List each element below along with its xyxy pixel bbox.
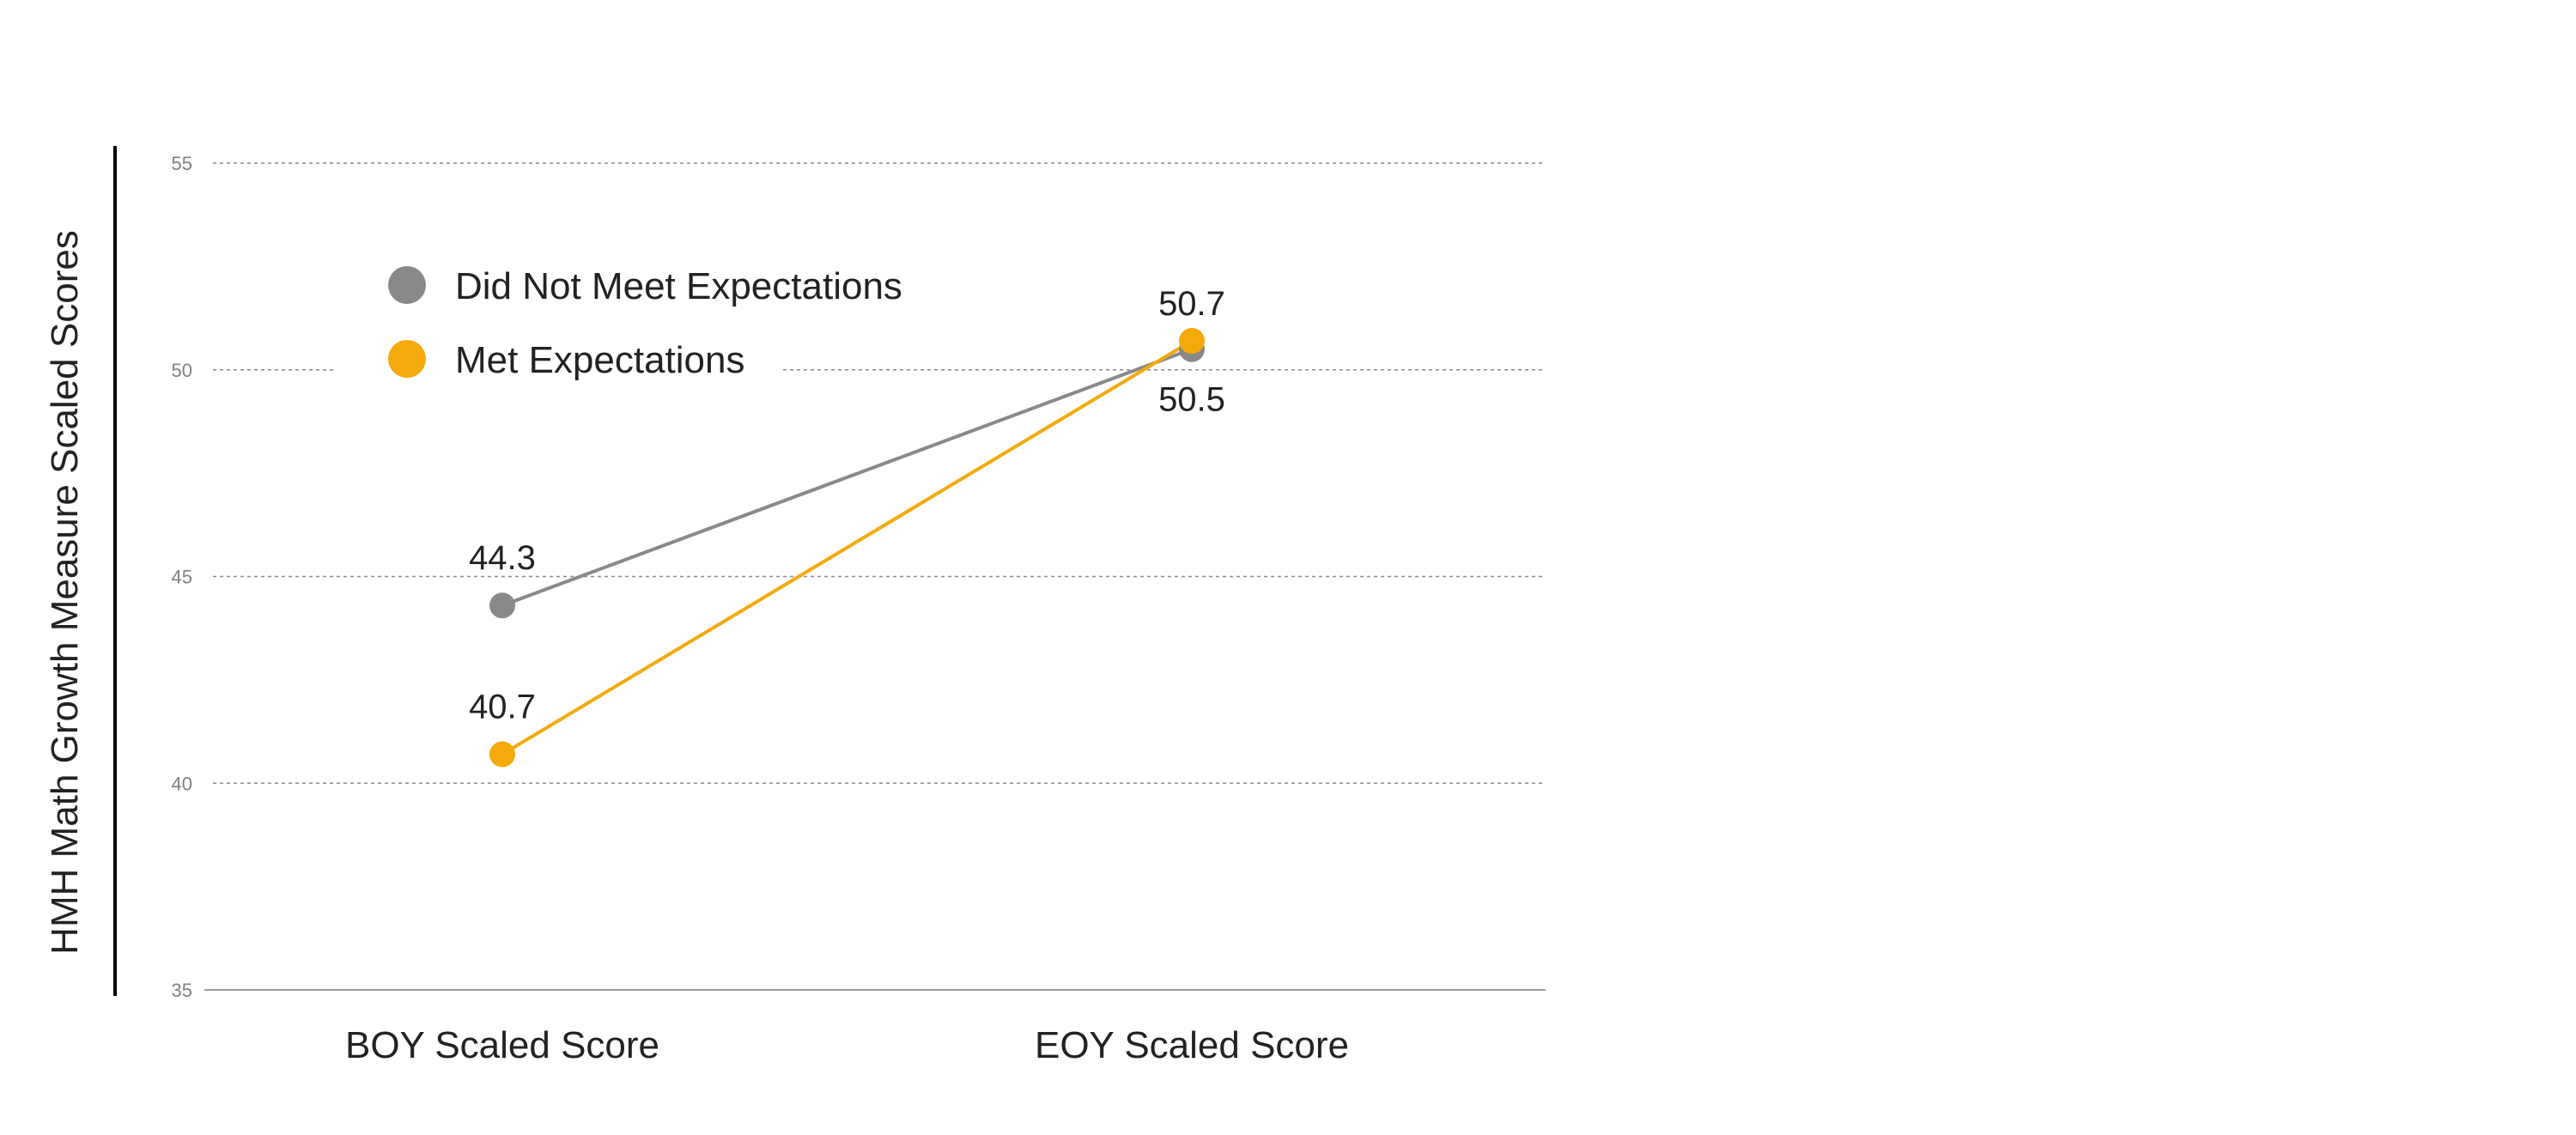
y-tick-label: 55	[172, 153, 192, 174]
data-label: 40.7	[469, 689, 536, 726]
data-point	[489, 592, 515, 619]
x-category-labels: BOY Scaled Score EOY Scaled Score	[345, 1024, 1349, 1066]
legend: Did Not Meet Expectations Met Expectatio…	[335, 240, 902, 404]
legend-label-did-not-meet: Did Not Meet Expectations	[455, 265, 902, 307]
y-tick-label: 50	[172, 360, 192, 381]
data-points	[489, 328, 1205, 768]
legend-swatch-met	[388, 340, 426, 378]
legend-label-met: Met Expectations	[455, 339, 745, 381]
y-tick-label: 45	[172, 567, 192, 588]
x-category-label: BOY Scaled Score	[345, 1024, 659, 1066]
data-label: 50.5	[1158, 381, 1225, 419]
y-tick-labels: 35 40 45 50 55	[172, 153, 192, 1001]
y-tick-label: 35	[172, 980, 192, 1001]
y-tick-label: 40	[172, 773, 192, 794]
legend-swatch-did-not-meet	[388, 266, 426, 304]
data-labels: 44.3 50.5 40.7 50.7	[469, 285, 1225, 726]
series-line-0	[501, 347, 1193, 608]
data-point	[1179, 328, 1205, 355]
y-axis-title: HMH Math Growth Measure Scaled Scores	[44, 230, 86, 955]
series-line-1	[501, 339, 1194, 756]
x-category-label: EOY Scaled Score	[1035, 1024, 1349, 1066]
data-point	[489, 741, 515, 768]
data-label: 50.7	[1158, 285, 1225, 323]
data-label: 44.3	[469, 539, 536, 577]
series-lines	[501, 339, 1194, 756]
